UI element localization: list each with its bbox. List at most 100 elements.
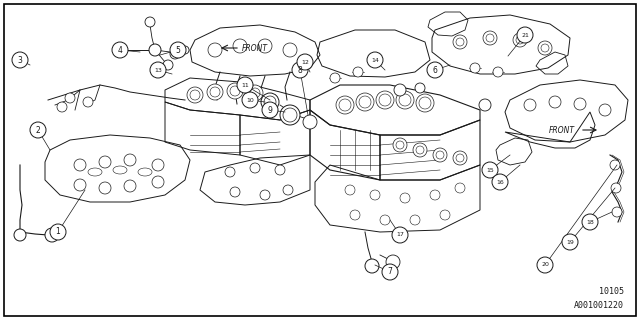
Circle shape <box>237 77 253 93</box>
Circle shape <box>303 115 317 129</box>
Circle shape <box>339 99 351 111</box>
Circle shape <box>292 62 308 78</box>
Circle shape <box>350 210 360 220</box>
Text: 16: 16 <box>496 180 504 185</box>
Text: 10105: 10105 <box>599 287 624 296</box>
Text: 20: 20 <box>541 262 549 268</box>
Circle shape <box>367 52 383 68</box>
Circle shape <box>392 227 408 243</box>
Circle shape <box>280 105 300 125</box>
Circle shape <box>470 63 480 73</box>
Circle shape <box>262 102 278 118</box>
Circle shape <box>297 54 313 70</box>
Circle shape <box>283 43 297 57</box>
Circle shape <box>208 43 222 57</box>
Circle shape <box>453 151 467 165</box>
Circle shape <box>393 138 407 152</box>
Circle shape <box>99 182 111 194</box>
Circle shape <box>382 264 398 280</box>
Circle shape <box>399 94 411 106</box>
Circle shape <box>483 31 497 45</box>
Circle shape <box>537 257 553 273</box>
Text: 3: 3 <box>17 55 22 65</box>
Circle shape <box>45 228 59 242</box>
Circle shape <box>258 39 272 53</box>
Circle shape <box>482 162 498 178</box>
Circle shape <box>453 35 467 49</box>
Text: 14: 14 <box>371 58 379 62</box>
Circle shape <box>152 176 164 188</box>
Text: 18: 18 <box>586 220 594 225</box>
Text: 2: 2 <box>36 125 40 134</box>
Text: 21: 21 <box>521 33 529 37</box>
Circle shape <box>230 187 240 197</box>
Circle shape <box>57 102 67 112</box>
Circle shape <box>376 91 394 109</box>
Circle shape <box>416 146 424 154</box>
Circle shape <box>433 148 447 162</box>
Circle shape <box>283 185 293 195</box>
Circle shape <box>210 87 220 97</box>
Text: 12: 12 <box>301 60 309 65</box>
Circle shape <box>416 94 434 112</box>
Text: FRONT: FRONT <box>549 125 575 134</box>
Circle shape <box>427 62 443 78</box>
Circle shape <box>65 93 75 103</box>
Circle shape <box>14 229 26 241</box>
Circle shape <box>562 234 578 250</box>
Circle shape <box>486 34 494 42</box>
Circle shape <box>582 214 598 230</box>
Circle shape <box>517 27 533 43</box>
Text: A001001220: A001001220 <box>574 301 624 310</box>
Circle shape <box>74 159 86 171</box>
Circle shape <box>283 108 297 122</box>
Circle shape <box>112 42 128 58</box>
Circle shape <box>149 44 161 56</box>
Circle shape <box>83 97 93 107</box>
Circle shape <box>612 207 622 217</box>
Text: 7: 7 <box>388 268 392 276</box>
Circle shape <box>394 84 406 96</box>
Circle shape <box>145 17 155 27</box>
Circle shape <box>247 85 263 101</box>
Circle shape <box>163 60 173 70</box>
Circle shape <box>50 224 66 240</box>
Circle shape <box>611 183 621 193</box>
Text: 1: 1 <box>56 228 60 236</box>
Circle shape <box>370 190 380 200</box>
Circle shape <box>170 49 180 59</box>
Circle shape <box>455 183 465 193</box>
Text: 17: 17 <box>396 233 404 237</box>
Circle shape <box>359 96 371 108</box>
Text: 6: 6 <box>433 66 437 75</box>
Circle shape <box>456 38 464 46</box>
Circle shape <box>99 156 111 168</box>
Text: 15: 15 <box>486 167 494 172</box>
Circle shape <box>549 96 561 108</box>
Text: 9: 9 <box>268 106 273 115</box>
Circle shape <box>493 67 503 77</box>
Text: 19: 19 <box>566 239 574 244</box>
Circle shape <box>436 151 444 159</box>
Circle shape <box>187 87 203 103</box>
Circle shape <box>225 167 235 177</box>
Circle shape <box>419 97 431 109</box>
Text: 8: 8 <box>298 66 302 75</box>
Circle shape <box>380 215 390 225</box>
Circle shape <box>430 190 440 200</box>
Circle shape <box>12 52 28 68</box>
Circle shape <box>610 160 620 170</box>
Text: 4: 4 <box>118 45 122 54</box>
Circle shape <box>396 91 414 109</box>
Circle shape <box>524 99 536 111</box>
Circle shape <box>479 99 491 111</box>
Circle shape <box>115 45 125 55</box>
Circle shape <box>379 94 391 106</box>
Circle shape <box>400 193 410 203</box>
Text: 5: 5 <box>175 45 180 54</box>
Circle shape <box>386 255 400 269</box>
Circle shape <box>230 86 240 96</box>
Circle shape <box>227 83 243 99</box>
Circle shape <box>152 159 164 171</box>
Circle shape <box>124 180 136 192</box>
